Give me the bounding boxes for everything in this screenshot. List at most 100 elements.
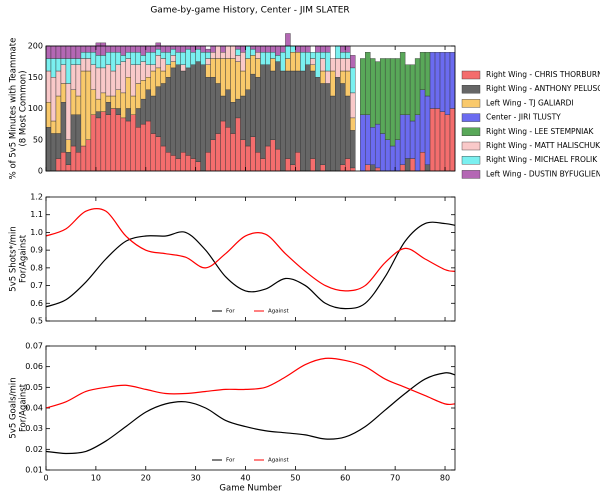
bar-segment [305,52,311,65]
bar-segment [50,45,57,59]
bar-segment [60,152,67,172]
bar-segment [340,45,346,53]
bar-segment [95,111,102,119]
bar-segment [330,70,336,97]
bar-segment [250,45,256,50]
y-tick-label: 1.2 [30,193,43,202]
bar-segment [310,64,316,72]
bar-segment [150,133,156,172]
legend-swatch [461,84,481,94]
bar-segment [170,48,176,56]
bar-segment [70,89,77,115]
legend-label: Right Wing - MATT HALISCHUK [486,141,600,150]
y-tick-label: 50 [33,135,43,144]
bar-segment [275,55,281,62]
bar-segment [165,45,171,53]
bar-segment [325,45,331,53]
bar-segment [190,64,196,159]
bar-segment [290,70,296,165]
bar-segment [290,45,296,53]
bar-segment [80,45,87,53]
legend-label: Against [268,309,290,315]
line-series [45,207,456,292]
bar-segment [345,45,351,53]
bar-segment [265,45,271,53]
bar-segment [230,102,236,134]
bar-segment [305,64,311,172]
bar-segment [360,58,366,115]
bar-segment [170,45,176,50]
bar-segment [320,45,326,53]
bar-segment [175,158,181,172]
bar-segment [85,139,92,172]
bar-segment [145,77,151,90]
bar-segment [185,67,191,156]
bar-segment [240,95,246,140]
y-tick-label: 0.07 [25,342,43,351]
bar-segment [245,145,251,172]
bar-segment [125,58,131,78]
bar-segment [170,55,176,62]
bar-segment [150,52,156,65]
bar-segment [100,111,107,172]
x-tick-label: 50 [290,474,300,483]
legend-label: Center - JIRI TLUSTY [486,113,561,122]
bar-segment [250,73,256,137]
bar-segment [150,70,156,97]
bar-segment [300,45,306,53]
legend-label: For [226,309,235,315]
bar-segment [145,52,151,65]
bar-segment [100,67,107,94]
bar-segment [160,70,166,84]
bar-segment [255,52,261,59]
legend-label: Right Wing - ANTHONY PELUSO [486,84,600,93]
x-tick-label: 20 [141,474,151,483]
bar-segment [160,58,166,72]
bar-segment [195,48,201,62]
bar-segment [320,52,326,59]
bar-segment [130,95,136,115]
bar-segment [320,58,326,72]
bar-segment [160,83,166,147]
bar-segment [150,95,156,134]
bar-segment [70,145,77,172]
bar-segment [250,48,256,56]
bar-segment [140,55,146,62]
bar-segment [365,114,371,165]
bar-segment [105,95,112,103]
bar-segment [130,114,136,172]
x-tick-label: 40 [240,474,250,483]
bar-segment [285,45,291,59]
bar-segment [70,58,77,65]
bar-segment [205,48,211,53]
bar-segment [50,77,57,122]
bar-segment [340,164,346,172]
bar-segment [275,61,281,150]
y-tick-label: 150 [28,73,43,82]
bar-segment [290,164,296,172]
bar-segment [439,111,446,172]
y-tick-label: 0 [38,167,43,176]
bar-segment [210,45,216,53]
bar-segment [230,45,236,59]
bar-segment [350,55,356,69]
bar-segment [160,145,166,172]
bar-segment [95,55,102,69]
bar-segment [240,70,246,97]
bar-segment [215,45,221,59]
bar-segment [105,114,112,172]
bar-segment [235,117,241,172]
bar-segment [255,45,261,53]
bar-segment [75,45,82,59]
bar-segment [449,52,456,109]
bar-segment [100,92,107,112]
bar-segment [135,52,141,65]
plot-frame [45,196,456,322]
bar-segment [424,52,431,97]
y-axis-label: 5v5 Goals/min [9,377,19,438]
bar-segment [384,58,391,140]
bar-segment [55,70,62,97]
bar-segment [260,45,266,53]
bar-segment [65,45,72,59]
bar-segment [225,45,231,59]
